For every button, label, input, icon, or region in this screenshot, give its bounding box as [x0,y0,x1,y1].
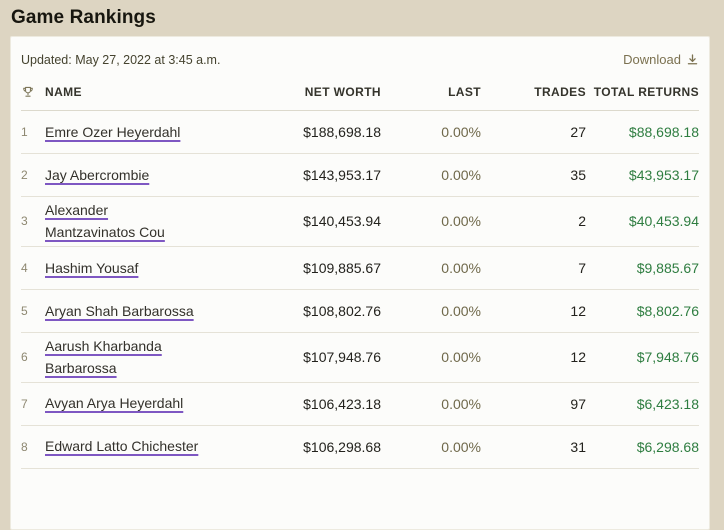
header-name: NAME [45,85,82,99]
name-cell: Aarush Kharbanda Barbarossa [45,333,241,382]
table-row: 3 Alexander Mantzavinatos Cou $140,453.9… [21,197,699,247]
last-cell: 0.00% [441,395,481,412]
net-worth-cell: $188,698.18 [303,124,381,140]
last-cell: 0.00% [441,349,481,366]
last-cell: 0.00% [441,167,481,183]
last-cell: 0.00% [441,438,481,455]
total-returns-cell: $40,453.94 [628,213,699,230]
net-worth-cell: $140,453.94 [303,213,381,230]
total-returns-cell: $43,953.17 [628,167,699,183]
rank-number: 2 [21,168,28,182]
trades-cell: 12 [570,349,586,366]
player-link[interactable]: Avyan Arya Heyerdahl [45,395,184,412]
player-link[interactable]: Jay Abercrombie [45,166,150,183]
header-net-worth: NET WORTH [304,85,381,99]
trades-cell: 12 [570,302,586,319]
last-cell: 0.00% [441,124,481,140]
last-cell: 0.00% [441,302,481,319]
table-row: 6 Aarush Kharbanda Barbarossa $107,948.7… [21,333,699,383]
page-title: Game Rankings [11,7,156,28]
header-trades: TRADES [534,85,586,99]
download-icon [686,53,699,66]
player-link[interactable]: Edward Latto Chichester [45,438,199,455]
player-link[interactable]: Alexander Mantzavinatos Cou [45,202,165,241]
rank-number: 3 [21,214,28,229]
player-link[interactable]: Aryan Shah Barbarossa [45,302,194,319]
total-returns-cell: $88,698.18 [628,124,699,140]
table-row: 1 Emre Ozer Heyerdahl $188,698.18 0.00% … [21,111,699,154]
rank-number: 4 [21,260,28,275]
name-cell: Hashim Yousaf [45,255,241,281]
rank-number: 6 [21,350,28,365]
rank-number: 5 [21,303,28,318]
rank-number: 8 [21,439,28,454]
net-worth-cell: $106,298.68 [303,438,381,455]
total-returns-cell: $6,423.18 [636,395,699,412]
total-returns-cell: $9,885.67 [636,259,699,276]
table-row: 5 Aryan Shah Barbarossa $108,802.76 0.00… [21,290,699,333]
download-link[interactable]: Download [623,52,699,67]
table-row: 8 Edward Latto Chichester $106,298.68 0.… [21,426,699,469]
name-cell: Emre Ozer Heyerdahl [45,119,241,145]
net-worth-cell: $107,948.76 [303,349,381,366]
trophy-icon [21,85,35,99]
net-worth-cell: $143,953.17 [303,167,381,183]
name-cell: Edward Latto Chichester [45,433,241,459]
table-header-row: NAME NET WORTH LAST TRADES TOTAL RETURNS [21,79,699,111]
total-returns-cell: $6,298.68 [636,438,699,455]
table-body: 1 Emre Ozer Heyerdahl $188,698.18 0.00% … [21,111,699,469]
rank-number: 7 [21,396,28,411]
rankings-card: Updated: May 27, 2022 at 3:45 a.m. Downl… [10,36,710,530]
card-topbar: Updated: May 27, 2022 at 3:45 a.m. Downl… [21,50,699,79]
total-returns-cell: $7,948.76 [636,349,699,366]
last-cell: 0.00% [441,259,481,276]
rank-number: 1 [21,125,28,139]
trades-cell: 7 [578,259,586,276]
name-cell: Avyan Arya Heyerdahl [45,390,241,416]
table-row: 7 Avyan Arya Heyerdahl $106,423.18 0.00%… [21,383,699,426]
player-link[interactable]: Hashim Yousaf [45,259,139,276]
total-returns-cell: $8,802.76 [636,302,699,319]
header-total-returns: TOTAL RETURNS [593,85,699,99]
trades-cell: 27 [570,124,586,140]
player-link[interactable]: Emre Ozer Heyerdahl [45,123,181,140]
updated-timestamp: Updated: May 27, 2022 at 3:45 a.m. [21,52,221,67]
net-worth-cell: $108,802.76 [303,302,381,319]
net-worth-cell: $106,423.18 [303,395,381,412]
trades-cell: 35 [570,167,586,183]
last-cell: 0.00% [441,213,481,230]
trades-cell: 31 [570,438,586,455]
trades-cell: 2 [578,213,586,230]
header-last: LAST [448,85,481,99]
download-label: Download [623,52,681,67]
name-cell: Aryan Shah Barbarossa [45,298,241,324]
net-worth-cell: $109,885.67 [303,259,381,276]
table-row: 2 Jay Abercrombie $143,953.17 0.00% 35 $… [21,154,699,197]
name-cell: Alexander Mantzavinatos Cou [45,197,241,246]
trades-cell: 97 [570,395,586,412]
table-row: 4 Hashim Yousaf $109,885.67 0.00% 7 $9,8… [21,247,699,290]
rank-column-header [21,85,45,99]
player-link[interactable]: Aarush Kharbanda Barbarossa [45,337,162,377]
name-cell: Jay Abercrombie [45,162,241,188]
